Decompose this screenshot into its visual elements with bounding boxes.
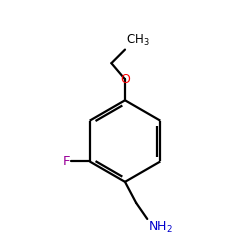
Text: F: F: [62, 155, 70, 168]
Text: NH$_2$: NH$_2$: [148, 220, 174, 235]
Text: O: O: [120, 73, 130, 86]
Text: CH$_3$: CH$_3$: [126, 33, 150, 48]
